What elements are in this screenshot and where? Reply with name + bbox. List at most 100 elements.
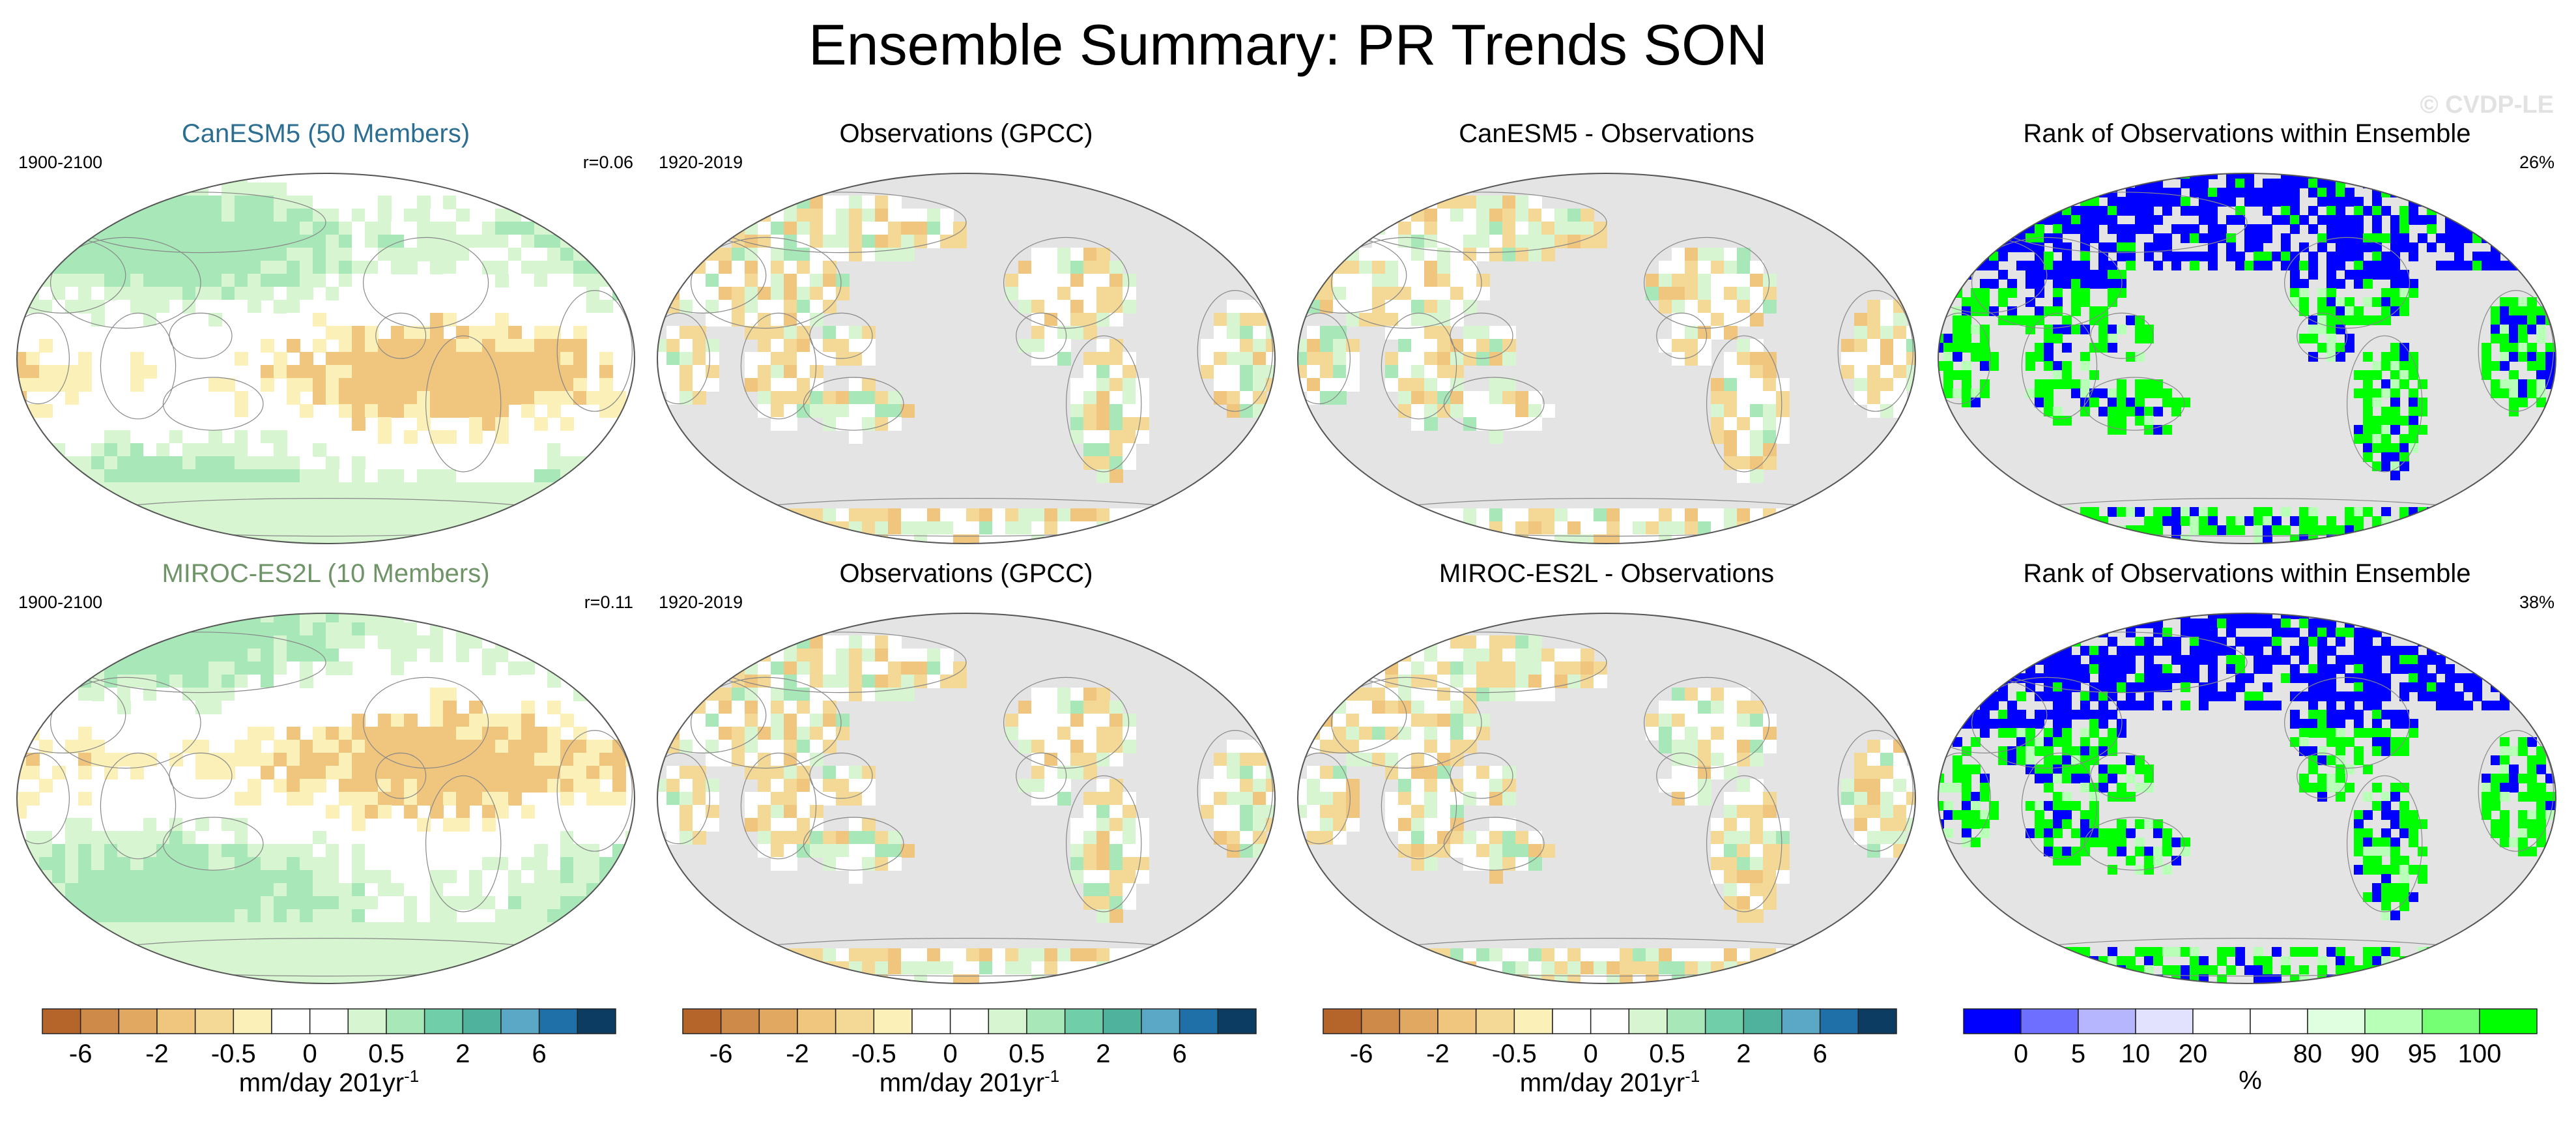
map-cell [365, 909, 379, 923]
map-cell [104, 182, 118, 196]
map-cell [771, 961, 784, 975]
map-cell [1737, 352, 1751, 366]
map-cell [156, 222, 170, 235]
map-cell [521, 521, 535, 535]
map-cell [771, 313, 784, 327]
map-cell [1672, 740, 1685, 753]
map-cell [771, 235, 784, 248]
map-cell [1463, 391, 1477, 405]
map-cell [1698, 688, 1711, 701]
map-cell [2308, 206, 2318, 216]
map-cell [222, 300, 235, 313]
map-cell [456, 792, 470, 806]
map-cell [2336, 188, 2345, 197]
map-cell [326, 974, 339, 983]
map-cell [117, 753, 131, 766]
map-cell [1044, 740, 1058, 753]
map-cell [39, 482, 53, 496]
map-cell [1083, 300, 1097, 313]
map-cell [1385, 727, 1399, 740]
map-cell [169, 300, 183, 313]
map-cell [560, 287, 574, 300]
map-cell [2363, 206, 2373, 216]
map-cell [940, 235, 954, 248]
map-cell [1109, 753, 1123, 766]
map-cell [2272, 188, 2282, 197]
map-cell [810, 209, 823, 222]
map-cell [65, 831, 79, 845]
map-cell [1724, 701, 1738, 714]
map-cell [1989, 352, 1999, 362]
map-cell [222, 701, 235, 714]
map-cell [104, 248, 118, 261]
map-cell [2463, 206, 2473, 216]
map-cell [1424, 222, 1438, 235]
map-cell [1980, 188, 1990, 197]
map-cell [430, 883, 444, 897]
map-cell [287, 675, 300, 688]
map-cell [1307, 274, 1321, 287]
map-cell [521, 404, 535, 418]
map-cell [1411, 753, 1425, 766]
map-cell [130, 508, 144, 522]
map-cell [823, 831, 837, 845]
map-cell [1136, 430, 1149, 444]
map-cell [2381, 315, 2391, 325]
map-cell [1528, 675, 1542, 688]
map-cell [1031, 534, 1045, 544]
map-cell [1502, 675, 1516, 688]
map-cell [313, 495, 326, 509]
map-cell [992, 948, 1006, 962]
map-cell [65, 508, 79, 522]
map-cell [2354, 197, 2364, 207]
map-cell [274, 300, 287, 313]
map-cell [836, 391, 850, 405]
map-cell [547, 235, 561, 248]
map-cell [612, 495, 626, 509]
map-cell [771, 753, 784, 766]
map-cell [625, 844, 635, 858]
map-cell [1750, 430, 1764, 444]
map-cell [1567, 648, 1581, 662]
map-cell [1057, 714, 1071, 727]
map-cell [2117, 325, 2126, 334]
map-cell [482, 352, 496, 366]
map-cell [1083, 430, 1097, 444]
map-cell [560, 935, 574, 949]
map-cell [1989, 261, 1999, 270]
map-cell [1476, 391, 1490, 405]
map-cell [39, 182, 53, 196]
map-cell [612, 261, 626, 274]
map-cell [1031, 779, 1045, 793]
map-cell [1737, 443, 1751, 457]
map-cell [39, 948, 53, 962]
map-cell [2381, 261, 2391, 270]
map-cell [1841, 521, 1855, 535]
map-cell [195, 430, 209, 444]
map-cell [339, 622, 352, 636]
map-cell [2354, 507, 2364, 517]
map-cell [560, 417, 574, 431]
map-cell [1724, 313, 1738, 327]
map-cell [326, 727, 339, 740]
map-cell [208, 173, 222, 183]
map-cell [456, 196, 470, 209]
coastline [691, 237, 842, 329]
map-cell [117, 222, 131, 235]
map-cell [1938, 242, 1944, 252]
map-cell [2482, 206, 2491, 216]
map-cell [17, 521, 27, 535]
map-cell [339, 740, 352, 753]
map-cell [248, 857, 261, 871]
map-cell [2272, 197, 2282, 207]
map-cell [1136, 417, 1149, 431]
map-cell [547, 648, 561, 662]
map-cell [1411, 313, 1425, 327]
map-cell [612, 883, 626, 897]
map-cell [2427, 173, 2437, 179]
map-cell [2062, 179, 2072, 188]
map-cell [182, 469, 196, 483]
map-cell [482, 974, 496, 983]
map-cell [508, 883, 522, 897]
map-cell [2281, 206, 2291, 216]
